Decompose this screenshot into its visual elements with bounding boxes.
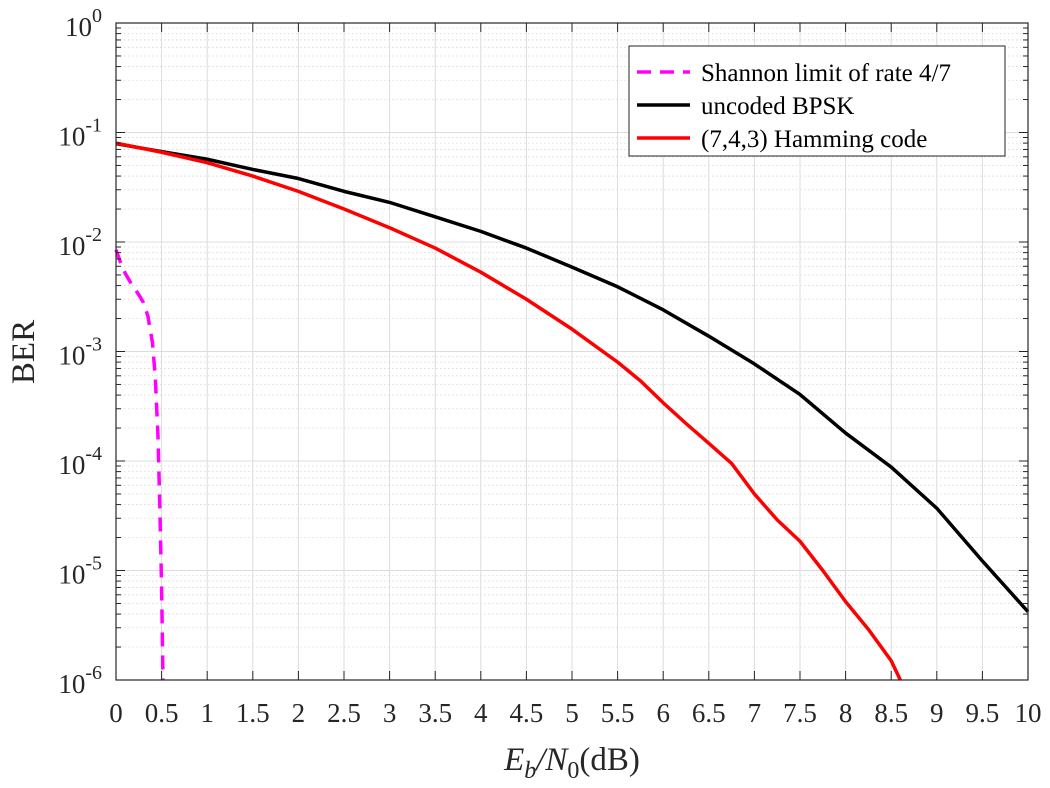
x-tick-label: 7 — [748, 698, 762, 728]
x-tick-label: 2 — [292, 698, 306, 728]
tick-marks — [115, 22, 1029, 681]
x-tick-label: 10 — [1015, 698, 1042, 728]
x-tick-label: 3.5 — [418, 698, 452, 728]
x-tick-label: 0.5 — [145, 698, 179, 728]
series-line-7-4-3-hamming-code — [115, 141, 902, 681]
x-tick-label: 6 — [656, 698, 670, 728]
y-tick-labels: 100 10-1 10-2 10-3 10-4 10-5 10-6 — [58, 5, 102, 699]
series-layer — [114, 141, 1030, 681]
legend-entry-label: (7,4,3) Hamming code — [701, 126, 927, 153]
x-tick-labels: 0 0.5 1 1.5 2 2.5 3 3.5 4 4.5 5 5.5 6 6.5 7 7.5 8 8.5 9 9.5… — [109, 698, 1041, 728]
x-tick-label: 2.5 — [327, 698, 361, 728]
y-tick-label: 10-1 — [58, 115, 102, 152]
x-axis-title: Eb/N0(dB) — [503, 742, 640, 784]
series-line-shannon-limit-of-rate-4-7 — [114, 249, 165, 681]
y-tick-label: 10-6 — [58, 662, 102, 699]
x-tick-label: 3 — [383, 698, 397, 728]
x-tick-label: 9.5 — [966, 698, 1000, 728]
x-tick-label: 5 — [565, 698, 579, 728]
x-tick-label: 4.5 — [510, 698, 544, 728]
x-tick-label: 8 — [839, 698, 853, 728]
x-tick-label: 1 — [200, 698, 214, 728]
x-tick-label: 9 — [930, 698, 944, 728]
y-axis-title: BER — [6, 320, 42, 384]
series-line-uncoded-bpsk — [115, 141, 1030, 613]
legend-entry-label: uncoded BPSK — [701, 93, 854, 120]
y-tick-label: 10-3 — [58, 334, 102, 371]
y-tick-label: 100 — [65, 5, 102, 42]
y-tick-label: 10-5 — [58, 553, 102, 590]
x-tick-label: 7.5 — [783, 698, 817, 728]
y-tick-label: 10-4 — [58, 443, 102, 480]
x-tick-label: 0 — [109, 698, 123, 728]
y-tick-label: 10-2 — [58, 224, 102, 261]
x-tick-label: 6.5 — [692, 698, 726, 728]
x-tick-label: 5.5 — [601, 698, 635, 728]
legend: Shannon limit of rate 4/7 uncoded BPSK (7,… — [628, 45, 1006, 157]
x-tick-label: 4 — [474, 698, 488, 728]
legend-entry-label: Shannon limit of rate 4/7 — [701, 60, 951, 87]
legend-box — [628, 45, 1006, 157]
x-tick-label: 1.5 — [236, 698, 270, 728]
x-tick-label: 8.5 — [874, 698, 908, 728]
